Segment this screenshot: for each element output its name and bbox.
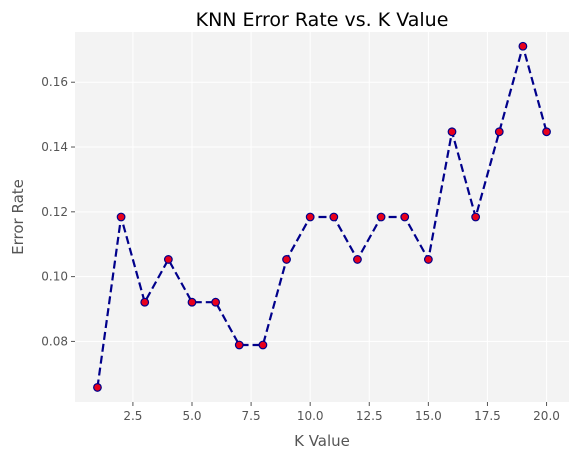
x-tick-label: 15.0 [415, 409, 442, 423]
x-tick-label: 5.0 [182, 409, 201, 423]
data-point [93, 383, 102, 392]
data-point [258, 340, 268, 350]
data-point [353, 255, 362, 264]
y-tick-label: 0.10 [41, 270, 68, 284]
x-tick-label: 10.0 [297, 409, 324, 423]
x-tick-label: 20.0 [533, 409, 560, 423]
x-tick-label: 7.5 [242, 409, 261, 423]
y-tick-label: 0.16 [41, 75, 68, 89]
y-tick-label: 0.12 [41, 205, 68, 219]
y-tick-label: 0.14 [41, 140, 68, 154]
data-point-markers [93, 41, 551, 392]
data-point [282, 255, 291, 264]
x-axis-ticks: 2.5 5.0 7.5 10.0 12.5 15.0 17.5 20.0 [123, 402, 560, 423]
data-point [494, 127, 504, 137]
data-point [518, 41, 528, 51]
data-point [234, 340, 244, 350]
data-point [187, 297, 197, 307]
data-point [471, 212, 481, 222]
data-point [423, 255, 433, 264]
data-point [163, 255, 173, 264]
x-axis-label: K Value [294, 432, 350, 450]
chart-title: KNN Error Rate vs. K Value [196, 9, 449, 31]
x-tick-label: 12.5 [356, 409, 383, 423]
y-axis-label: Error Rate [9, 179, 27, 255]
data-point [376, 212, 386, 222]
data-point [329, 212, 339, 222]
y-tick-label: 0.08 [41, 334, 68, 348]
x-tick-label: 17.5 [474, 409, 501, 423]
data-point [211, 297, 221, 307]
y-axis-ticks: 0.08 0.10 0.12 0.14 0.16 [41, 75, 75, 348]
grid-lines [75, 32, 569, 402]
data-point [400, 212, 410, 222]
data-point [140, 297, 150, 307]
x-tick-label: 2.5 [123, 409, 142, 423]
data-point [305, 212, 315, 222]
data-point [447, 127, 457, 137]
data-point [542, 127, 551, 137]
error-rate-line [96, 42, 548, 388]
data-point [116, 212, 126, 222]
